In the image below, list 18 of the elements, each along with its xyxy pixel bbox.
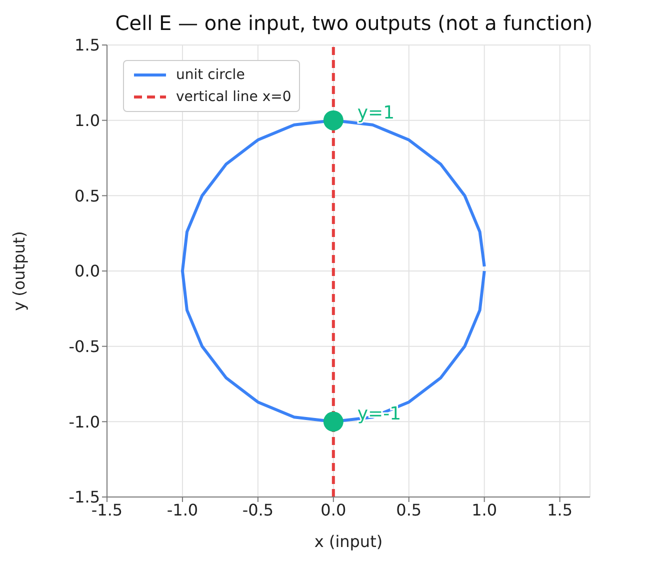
y-axis-title: y (output): [10, 231, 29, 311]
y-tick-label: -1.0: [68, 412, 100, 432]
x-tick-label: 1.0: [472, 500, 498, 520]
legend-label: vertical line x=0: [176, 88, 292, 107]
y-tick-label: 0.0: [74, 262, 100, 281]
x-tick-label: 0.0: [320, 500, 346, 520]
x-tick-label: 0.5: [396, 500, 422, 520]
x-axis-title: x (input): [314, 532, 383, 551]
chart-title: Cell E — one input, two outputs (not a function): [115, 11, 593, 35]
legend-label: unit circle: [176, 66, 245, 85]
y-tick-label: 0.5: [74, 186, 100, 206]
x-tick-label: 1.5: [547, 500, 573, 520]
y-tick-label: -0.5: [68, 337, 100, 356]
x-tick-label: -1.0: [166, 500, 198, 520]
annotation: y=1: [357, 102, 395, 124]
y-tick-label: 1.0: [74, 111, 100, 130]
y-tick-label: 1.5: [74, 36, 100, 55]
x-tick-label: -0.5: [242, 500, 274, 520]
